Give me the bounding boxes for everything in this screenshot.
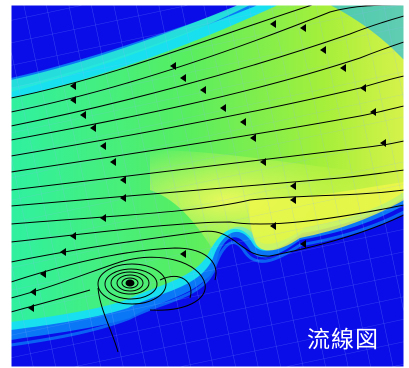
streamline [11,15,404,127]
arrowhead-icon [320,46,326,54]
arrowhead-icon [360,84,366,92]
streamline [11,5,404,113]
arrowhead-icon [340,64,346,72]
arrowhead-icon [290,196,296,204]
arrowhead-icon [300,240,306,248]
streamline [11,75,404,157]
streamline [11,256,206,311]
mesh-overlay [11,5,404,367]
arrowhead-icon [80,111,86,119]
arrowhead-icon [250,134,256,142]
arrowhead-icon [100,142,106,150]
arrowhead-icon [60,248,66,256]
streamline [11,169,404,207]
arrowhead-icon [260,158,266,166]
streamline [11,41,404,141]
streamline [11,105,404,173]
arrowheads [28,20,386,312]
arrowhead-icon [290,182,296,190]
streamline [11,214,404,263]
streamline [11,289,91,313]
arrowhead-icon [220,104,226,112]
arrowhead-icon [270,20,276,28]
arrowhead-icon [40,270,46,278]
arrowhead-icon [28,304,34,312]
arrowhead-icon [110,158,116,166]
arrowhead-icon [100,214,106,222]
arrowhead-icon [200,86,206,94]
arrowhead-icon [90,124,96,132]
arrowhead-icon [180,74,186,82]
arrowhead-icon [170,62,176,70]
streamline [11,189,404,225]
arrowhead-icon [380,139,386,147]
arrowhead-icon [70,96,76,104]
arrowhead-icon [300,24,306,32]
arrowhead-icon [370,108,376,116]
arrowhead-icon [270,222,276,230]
arrowhead-icon [240,118,246,126]
caption-label: 流線図 [307,327,379,353]
streamline [11,204,404,243]
arrowhead-icon [180,250,186,258]
arrowhead-icon [120,194,126,202]
arrowhead-icon [120,176,126,184]
streamline [11,247,217,283]
streamline [11,5,313,99]
vortex-icon [97,263,192,353]
arrowhead-icon [70,82,76,90]
streamlines [11,5,404,353]
arrowhead-icon [30,288,36,296]
arrowhead-icon [70,232,76,240]
